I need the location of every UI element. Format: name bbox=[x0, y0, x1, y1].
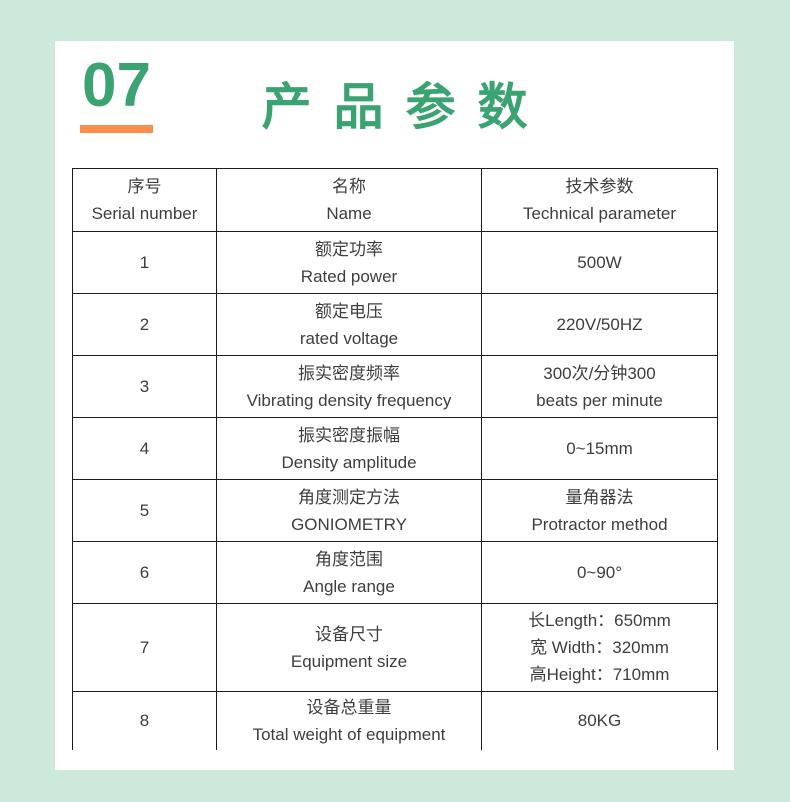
value-line: 高Height：710mm bbox=[529, 665, 670, 684]
value-line: 0~90° bbox=[576, 563, 623, 582]
cell-technical-parameter: 0~15mm bbox=[481, 417, 718, 480]
cell-serial-number: 5 bbox=[72, 479, 217, 542]
name-zh: 设备总重量 bbox=[306, 697, 392, 717]
value-line: 量角器法 bbox=[565, 487, 634, 507]
cell-serial-number: 7 bbox=[72, 603, 217, 692]
header-cell-name: 名称 Name bbox=[216, 168, 482, 232]
cell-name: 振实密度频率 Vibrating density frequency bbox=[216, 355, 482, 418]
header-cell-parameter: 技术参数 Technical parameter bbox=[481, 168, 718, 232]
table-row: 8 设备总重量 Total weight of equipment 80KG bbox=[72, 691, 718, 750]
name-en: GONIOMETRY bbox=[291, 514, 407, 534]
value-line: 0~15mm bbox=[566, 439, 633, 458]
name-en: rated voltage bbox=[299, 328, 399, 348]
value-line: 宽 Width：320mm bbox=[530, 638, 669, 657]
section-number: 07 bbox=[80, 55, 153, 133]
header-label-zh: 序号 bbox=[127, 177, 162, 196]
name-zh: 角度范围 bbox=[315, 549, 383, 569]
name-en: Equipment size bbox=[290, 651, 408, 671]
cell-name: 角度测定方法 GONIOMETRY bbox=[216, 479, 482, 542]
cell-serial-number: 8 bbox=[72, 691, 217, 750]
name-en: Density amplitude bbox=[281, 452, 417, 472]
cell-name: 设备尺寸 Equipment size bbox=[216, 603, 482, 692]
header-label-zh: 技术参数 bbox=[565, 177, 634, 196]
cell-technical-parameter: 量角器法 Protractor method bbox=[481, 479, 718, 542]
header-cell-serial: 序号 Serial number bbox=[72, 168, 217, 232]
value-line: 500W bbox=[577, 253, 622, 272]
cell-serial-number: 1 bbox=[72, 231, 217, 294]
table-row: 7 设备尺寸 Equipment size 长Length：650mm 宽 Wid… bbox=[72, 603, 718, 692]
cell-technical-parameter: 300次/分钟300 beats per minute bbox=[481, 355, 718, 418]
section-header: 07 产品参数 bbox=[55, 41, 734, 168]
table-row: 3 振实密度频率 Vibrating density frequency 300… bbox=[72, 355, 718, 418]
name-zh: 额定电压 bbox=[315, 301, 383, 321]
cell-name: 额定功率 Rated power bbox=[216, 231, 482, 294]
cell-serial-number: 2 bbox=[72, 293, 217, 356]
product-parameters-card: 07 产品参数 序号 Serial number 名称 Name 技术参数 Te… bbox=[55, 41, 734, 770]
cell-name: 角度范围 Angle range bbox=[216, 541, 482, 604]
cell-name: 设备总重量 Total weight of equipment bbox=[216, 691, 482, 750]
header-label-en: Technical parameter bbox=[522, 204, 677, 223]
table-row: 4 振实密度振幅 Density amplitude 0~15mm bbox=[72, 417, 718, 480]
cell-technical-parameter: 80KG bbox=[481, 691, 718, 750]
header-label-en: Serial number bbox=[91, 204, 198, 223]
value-line: 长Length：650mm bbox=[528, 611, 671, 630]
cell-name: 振实密度振幅 Density amplitude bbox=[216, 417, 482, 480]
cell-serial-number: 6 bbox=[72, 541, 217, 604]
cell-technical-parameter: 0~90° bbox=[481, 541, 718, 604]
table-row: 5 角度测定方法 GONIOMETRY 量角器法 Protractor metho… bbox=[72, 479, 718, 542]
cell-serial-number: 4 bbox=[72, 417, 217, 480]
cell-technical-parameter: 500W bbox=[481, 231, 718, 294]
table-row: 2 额定电压 rated voltage 220V/50HZ bbox=[72, 293, 718, 356]
table-row: 1 额定功率 Rated power 500W bbox=[72, 231, 718, 294]
value-line: Protractor method bbox=[531, 514, 668, 534]
cell-serial-number: 3 bbox=[72, 355, 217, 418]
cell-technical-parameter: 长Length：650mm 宽 Width：320mm 高Height：710mm bbox=[481, 603, 718, 692]
value-line: 300次/分钟300 bbox=[543, 363, 656, 383]
name-zh: 振实密度频率 bbox=[298, 363, 400, 383]
cell-technical-parameter: 220V/50HZ bbox=[481, 293, 718, 356]
cell-name: 额定电压 rated voltage bbox=[216, 293, 482, 356]
header-label-en: Name bbox=[326, 204, 372, 223]
value-line: 220V/50HZ bbox=[556, 315, 643, 334]
table-row: 6 角度范围 Angle range 0~90° bbox=[72, 541, 718, 604]
value-line: beats per minute bbox=[536, 390, 663, 410]
name-en: Vibrating density frequency bbox=[246, 390, 452, 410]
header-label-zh: 名称 bbox=[332, 177, 366, 196]
table-header-row: 序号 Serial number 名称 Name 技术参数 Technical … bbox=[72, 168, 718, 232]
name-zh: 设备尺寸 bbox=[315, 624, 383, 644]
name-zh: 额定功率 bbox=[315, 239, 383, 259]
name-en: Rated power bbox=[300, 266, 398, 286]
table-body: 1 额定功率 Rated power 500W 2 额定电压 rated vol… bbox=[72, 231, 718, 750]
name-zh: 振实密度振幅 bbox=[298, 425, 400, 445]
page-title: 产品参数 bbox=[261, 79, 550, 135]
value-line: 80KG bbox=[577, 711, 622, 731]
name-en: Angle range bbox=[303, 576, 395, 596]
name-en: Total weight of equipment bbox=[252, 724, 446, 744]
name-zh: 角度测定方法 bbox=[298, 487, 400, 507]
parameters-table: 序号 Serial number 名称 Name 技术参数 Technical … bbox=[72, 168, 718, 750]
